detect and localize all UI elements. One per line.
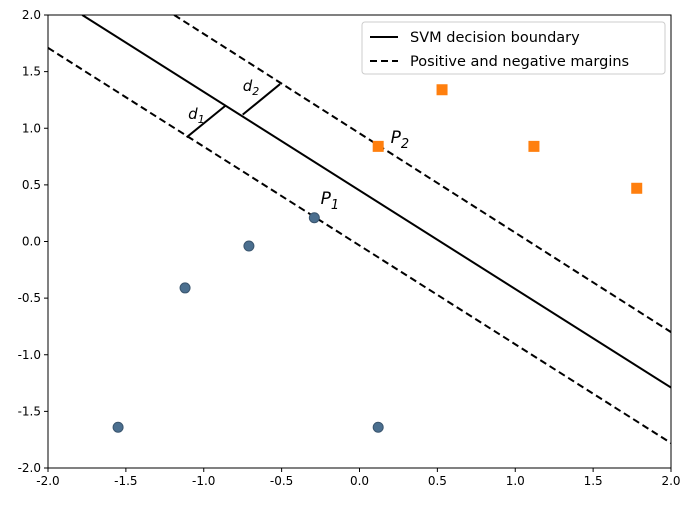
annotation-letter: P <box>391 128 402 148</box>
decision-boundary-line <box>81 15 671 389</box>
y-tick-label: 1.5 <box>22 65 41 79</box>
positive-point <box>631 182 643 194</box>
annotation-P1: P1 <box>321 189 340 213</box>
positive-point <box>372 140 384 152</box>
plot-area <box>48 15 671 444</box>
y-tick-label: 1.0 <box>22 121 41 135</box>
annotation-letter: P <box>321 189 332 209</box>
legend-label: Positive and negative margins <box>410 54 629 70</box>
x-tick-label: 1.5 <box>584 474 603 488</box>
y-tick-label: -2.0 <box>18 461 41 475</box>
legend-label: SVM decision boundary <box>410 30 580 46</box>
annotation-letter: d <box>243 77 253 95</box>
legend: SVM decision boundary Positive and negati… <box>361 21 666 75</box>
negative-point <box>308 212 320 224</box>
negative-point <box>112 421 124 433</box>
positive-point <box>528 140 540 152</box>
distance-segment-1 <box>185 104 227 139</box>
x-tick-label: 0.5 <box>428 474 447 488</box>
x-tick-label: 2.0 <box>661 474 680 488</box>
annotation-letter: d <box>188 105 198 123</box>
positive-point <box>436 84 448 96</box>
negative-point <box>179 282 191 294</box>
x-tick-label: 1.0 <box>506 474 525 488</box>
x-tick-label: 0.0 <box>350 474 369 488</box>
negative-point <box>243 240 255 252</box>
margin-line-2 <box>48 46 671 444</box>
annotation-d2: d2 <box>243 77 260 98</box>
y-tick-label: 0.0 <box>22 235 41 249</box>
x-tick-label: -0.5 <box>270 474 293 488</box>
x-tick-label: -1.5 <box>114 474 137 488</box>
y-tick-label: -1.5 <box>18 404 41 418</box>
y-tick-label: -0.5 <box>18 291 41 305</box>
annotation-subscript: 1 <box>198 113 205 126</box>
legend-box <box>361 21 666 75</box>
distance-segment-2 <box>242 83 281 116</box>
annotation-d1: d1 <box>188 105 205 126</box>
y-tick-label: -1.0 <box>18 348 41 362</box>
x-tick-label: -1.0 <box>192 474 215 488</box>
negative-point <box>372 421 384 433</box>
annotation-subscript: 1 <box>331 198 339 213</box>
y-tick-label: 0.5 <box>22 178 41 192</box>
axes-frame <box>47 14 672 469</box>
annotation-P2: P2 <box>391 128 410 152</box>
x-tick-label: -2.0 <box>36 474 59 488</box>
annotation-subscript: 2 <box>401 137 409 152</box>
annotation-subscript: 2 <box>252 85 259 98</box>
y-tick-label: 2.0 <box>22 8 41 22</box>
